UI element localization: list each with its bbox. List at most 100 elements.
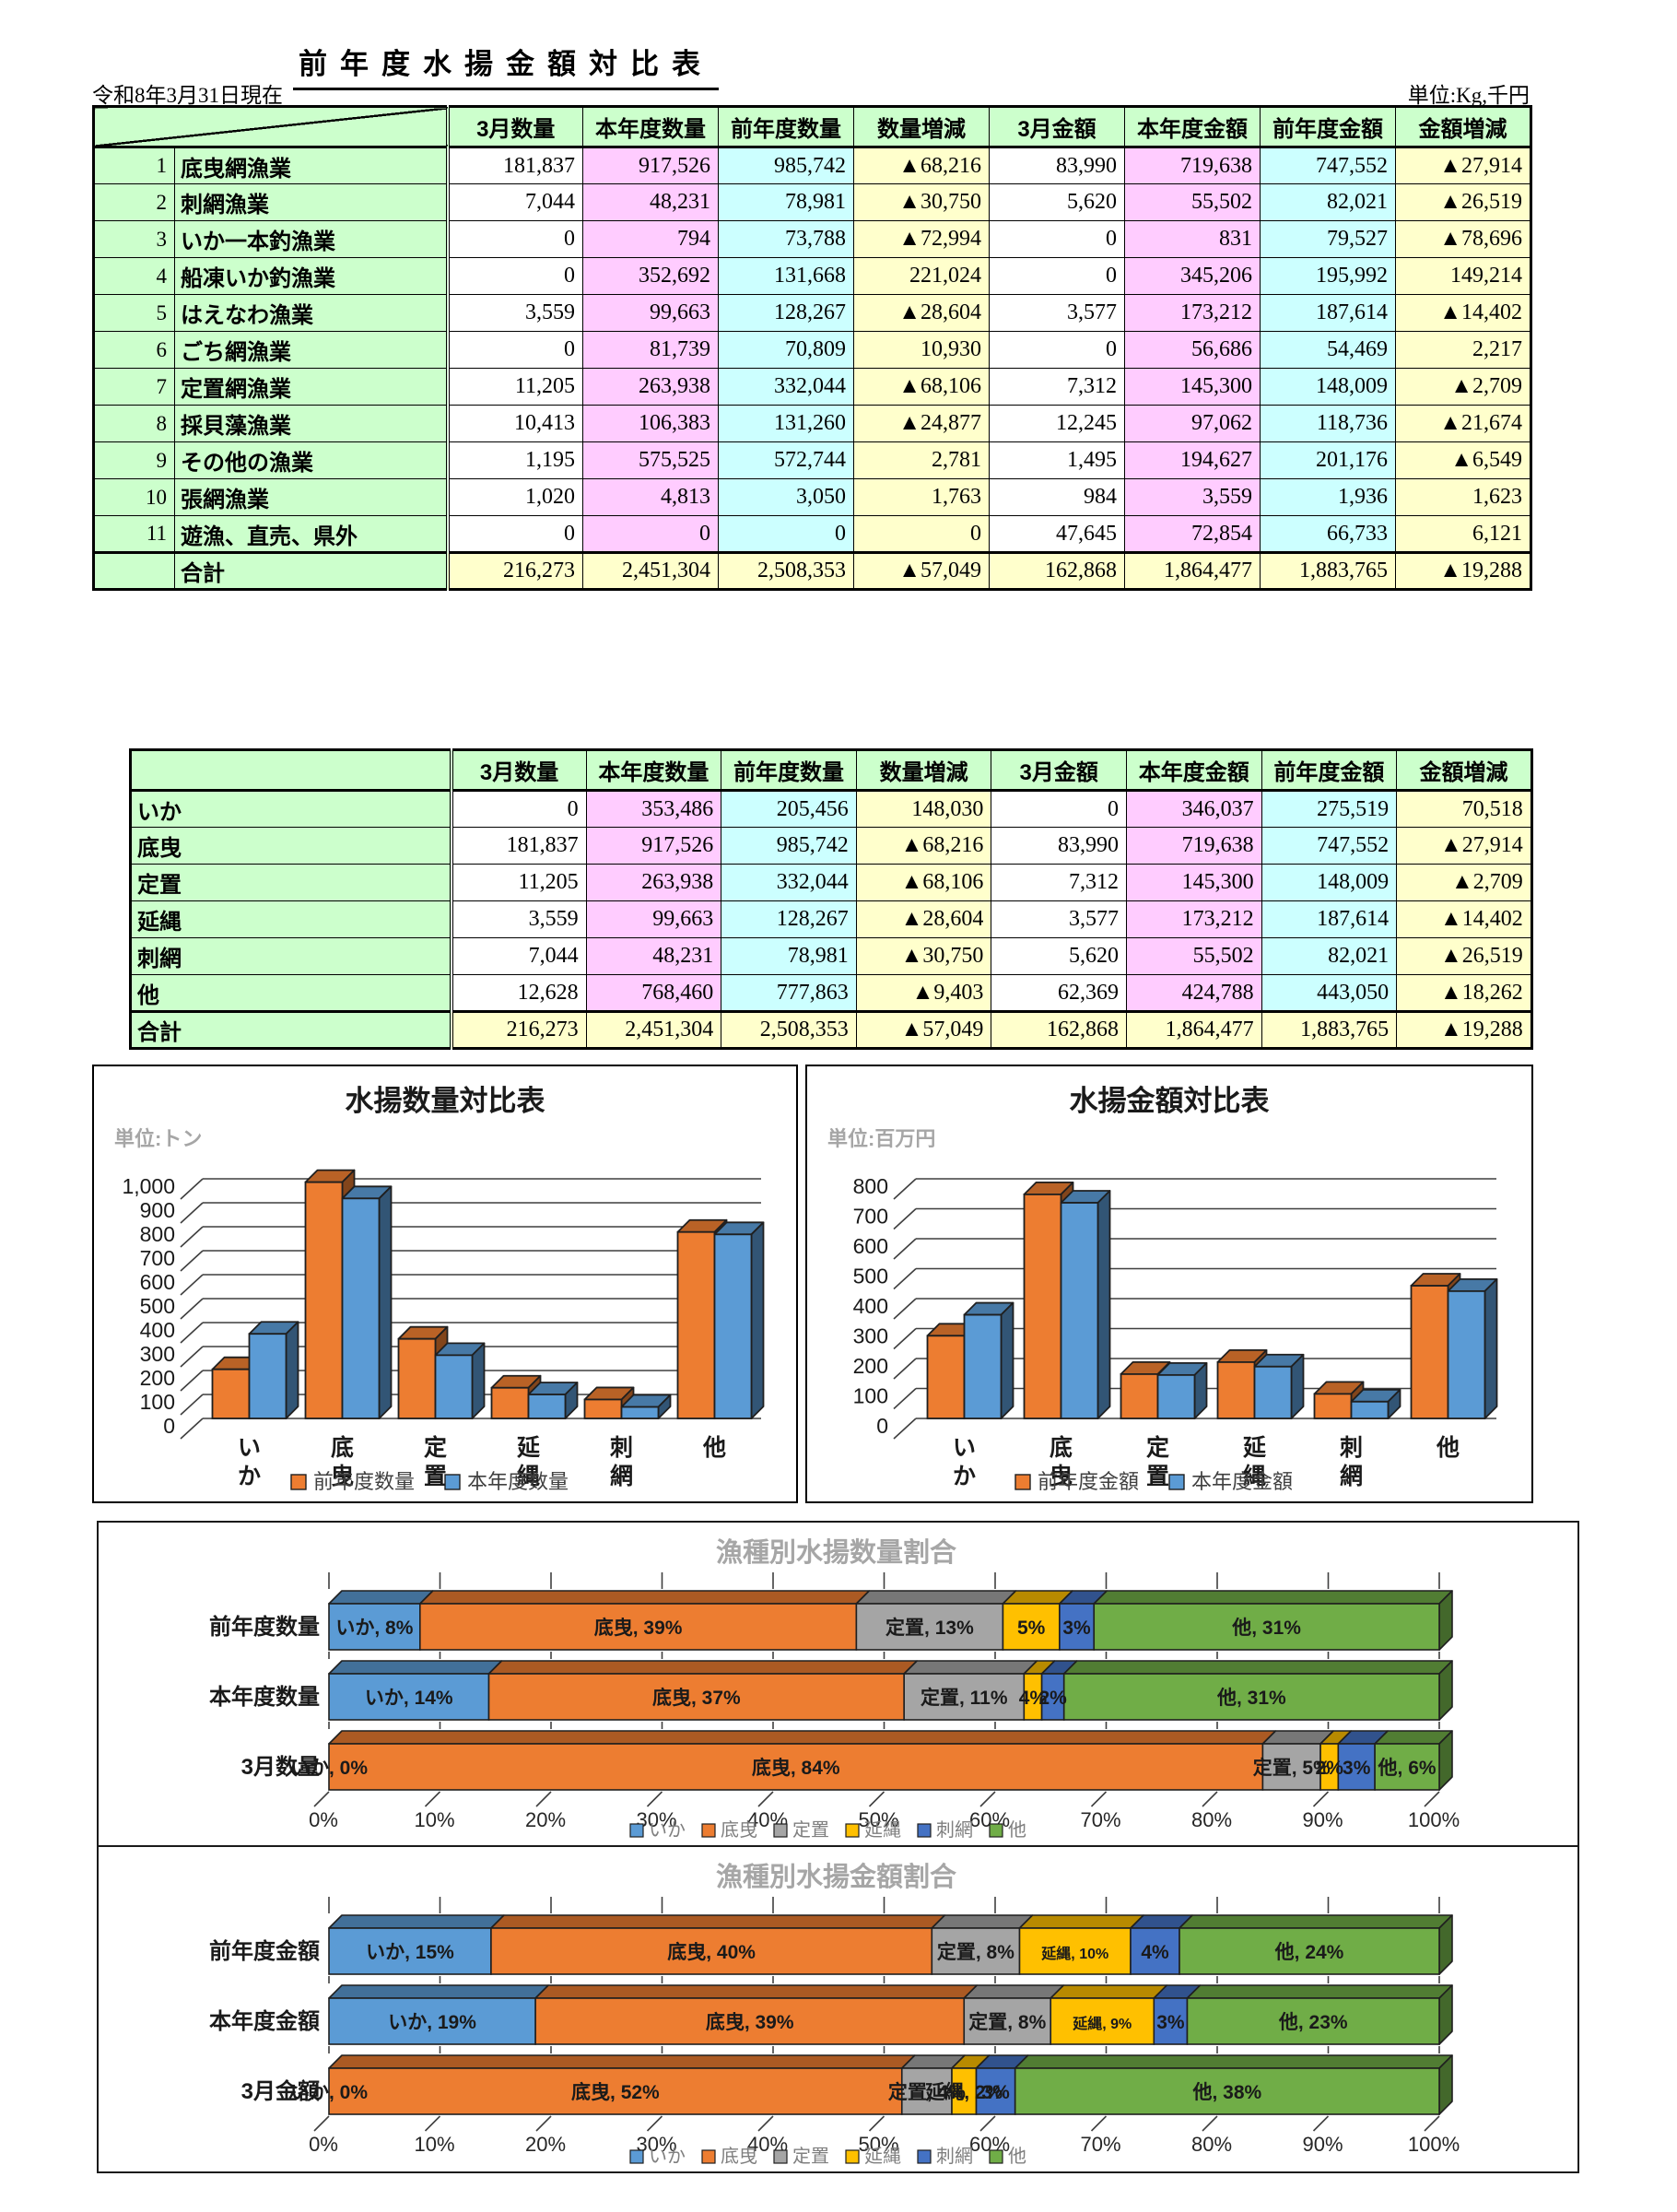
total-value-cell: 2,508,353	[718, 551, 854, 590]
svg-text:延: 延	[516, 1435, 541, 1461]
landing-quantity-column-chart: 水揚数量対比表 単位:トン 0 100 200 300 400 500 600 700 800 900…	[92, 1065, 798, 1503]
svg-text:縄: 縄	[517, 1463, 540, 1489]
svg-text:曳: 曳	[331, 1464, 354, 1489]
table-row: 3 いか一本釣漁業 0 794 73,788 ▲72,994 0 831 79,527 ▲78,6…	[93, 220, 1531, 258]
total-value-cell: 216,273	[447, 551, 583, 590]
row-label: いか	[130, 790, 453, 828]
value-cell: 0	[451, 790, 587, 828]
total-value-cell: ▲57,049	[855, 1010, 992, 1049]
value-cell: 173,212	[1125, 900, 1262, 938]
column-header: 前年度数量	[718, 106, 854, 148]
value-cell: 149,214	[1395, 257, 1531, 295]
svg-text:前年度数量: 前年度数量	[313, 1470, 415, 1493]
value-cell: 48,231	[582, 183, 719, 221]
value-cell: 0	[718, 515, 854, 553]
value-cell: 145,300	[1125, 864, 1262, 901]
value-cell: 55,502	[1125, 937, 1262, 975]
svg-text:曳: 曳	[1050, 1464, 1073, 1489]
value-cell: 106,383	[582, 405, 719, 442]
svg-text:400: 400	[140, 1318, 175, 1342]
total-value-cell: ▲57,049	[853, 551, 990, 590]
svg-text:単位:トン: 単位:トン	[114, 1127, 202, 1150]
svg-text:0%: 0%	[309, 1808, 338, 1831]
svg-text:定置, 13%: 定置, 13%	[885, 1617, 974, 1639]
value-cell: 0	[853, 515, 990, 553]
svg-text:0%: 0%	[309, 2133, 338, 2156]
value-cell: 719,638	[1124, 147, 1261, 184]
value-cell: 3,559	[1124, 478, 1261, 516]
fishery-type-table-body: 3月数量 本年度数量 前年度数量 数量増減 3月金額 本年度金額 前年度金額 金額増減 1 底曳網…	[93, 106, 1531, 590]
svg-text:か: か	[953, 1464, 976, 1489]
value-cell: 128,267	[721, 900, 857, 938]
svg-text:底曳, 39%: 底曳, 39%	[594, 1617, 683, 1639]
unit-note: 単位:Kg,千円	[1407, 84, 1530, 107]
svg-text:50%: 50%	[858, 2133, 898, 2156]
total-value-cell: 1,883,765	[1260, 551, 1396, 590]
value-cell: 70,518	[1396, 790, 1532, 828]
value-cell: ▲9,403	[855, 974, 992, 1012]
svg-text:刺網: 刺網	[936, 1819, 973, 1841]
value-cell: 424,788	[1125, 974, 1262, 1012]
value-cell: 173,212	[1124, 294, 1261, 332]
table-row: 底曳 181,837 917,526 985,742 ▲68,216 83,990 719,…	[130, 827, 1532, 865]
svg-text:70%: 70%	[1080, 1808, 1120, 1831]
svg-text:本年度金額: 本年度金額	[209, 2008, 320, 2034]
svg-text:刺: 刺	[610, 1435, 633, 1461]
svg-text:延: 延	[1242, 1435, 1267, 1461]
value-cell: 346,037	[1125, 790, 1262, 828]
svg-text:他: 他	[1008, 1819, 1026, 1841]
value-cell: 55,502	[1124, 183, 1261, 221]
column-header: 本年度数量	[582, 106, 719, 148]
column-header: 本年度数量	[585, 749, 722, 792]
row-label: はえなわ漁業	[174, 294, 450, 332]
svg-text:20%: 20%	[525, 2133, 566, 2156]
table-row: 11 遊漁、直売、県外 0 0 0 0 47,645 72,854 66,733 6,121	[93, 515, 1531, 553]
svg-text:水揚数量対比表: 水揚数量対比表	[346, 1085, 545, 1117]
value-cell: ▲14,402	[1395, 294, 1531, 332]
svg-text:底曳, 84%: 底曳, 84%	[752, 1757, 840, 1779]
row-label: ごち網漁業	[174, 331, 450, 369]
quantity-share-stacked-chart: 漁種別水揚数量割合 0% 10% 20% 30% 40% 50% 60% 70% 80% 90% 10…	[97, 1521, 1579, 1847]
value-cell: ▲68,216	[855, 827, 992, 865]
column-header: 前年度数量	[721, 749, 857, 792]
svg-text:700: 700	[853, 1205, 888, 1229]
value-cell: 332,044	[721, 864, 857, 901]
corner-diagonal-cell	[93, 106, 450, 148]
column-header: 金額増減	[1396, 749, 1532, 792]
svg-text:0: 0	[876, 1414, 888, 1438]
legend: 前年度数量 本年度数量	[290, 1470, 569, 1493]
table-row: 9 その他の漁業 1,195 575,525 572,744 2,781 1,495 194,…	[93, 441, 1531, 479]
table-row: いか 0 353,486 205,456 148,030 0 346,037 275,519 7…	[130, 790, 1532, 828]
svg-text:単位:百万円: 単位:百万円	[827, 1127, 935, 1150]
value-cell: 195,992	[1260, 257, 1396, 295]
column-header: 金額増減	[1395, 106, 1531, 148]
fishery-group-summary-table-body: 3月数量 本年度数量 前年度数量 数量増減 3月金額 本年度金額 前年度金額 金額増減 いか 0 3…	[130, 749, 1532, 1049]
value-cell: 1,195	[447, 441, 583, 479]
value-cell: 3,050	[718, 478, 854, 516]
total-row: 合計 216,273 2,451,304 2,508,353 ▲57,049 162,86…	[130, 1010, 1532, 1049]
total-value-cell: ▲19,288	[1395, 551, 1531, 590]
value-cell: 7,044	[451, 937, 587, 975]
table-row: 延縄 3,559 99,663 128,267 ▲28,604 3,577 173,212 1…	[130, 900, 1532, 938]
value-cell: ▲2,709	[1395, 368, 1531, 406]
row-number	[93, 551, 175, 590]
value-cell: 0	[991, 790, 1127, 828]
svg-text:500: 500	[140, 1294, 175, 1318]
svg-text:定置: 定置	[792, 1819, 829, 1841]
svg-text:2%: 2%	[1038, 1688, 1067, 1709]
svg-text:80%: 80%	[1191, 1808, 1232, 1831]
value-cell: 917,526	[582, 147, 719, 184]
row-label: 刺網	[130, 937, 453, 975]
value-cell: 70,809	[718, 331, 854, 369]
legend: 前年度金額 本年度金額	[1014, 1470, 1293, 1493]
value-cell: 201,176	[1260, 441, 1396, 479]
svg-text:600: 600	[140, 1270, 175, 1294]
row-label: 船凍いか釣漁業	[174, 257, 450, 295]
value-cell: 221,024	[853, 257, 990, 295]
svg-text:2%: 2%	[1316, 1758, 1344, 1779]
value-cell: 78,981	[721, 937, 857, 975]
svg-text:底曳, 52%: 底曳, 52%	[571, 2081, 660, 2103]
value-cell: 82,021	[1260, 183, 1396, 221]
value-cell: ▲27,914	[1396, 827, 1532, 865]
bars	[211, 1169, 765, 1419]
